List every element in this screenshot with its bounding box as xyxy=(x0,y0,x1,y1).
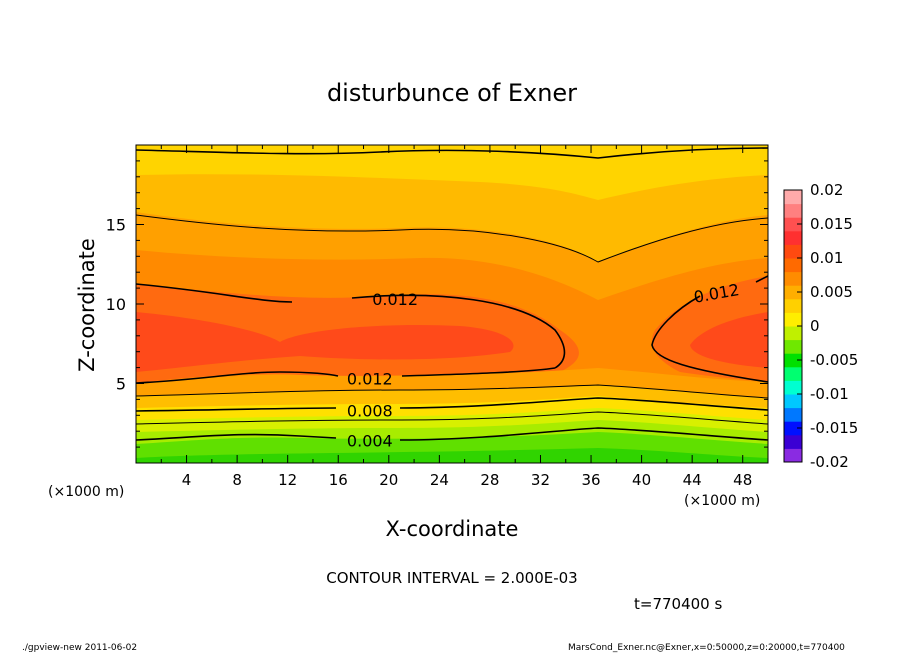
colorbar-segment xyxy=(784,230,802,245)
contour-line-0008 xyxy=(136,397,768,412)
colorbar-tick-label: -0.02 xyxy=(810,453,849,471)
colorbar-segment xyxy=(784,394,802,409)
x-axis: 4 8 12 16 20 24 28 32 36 40 44 48 xyxy=(160,145,752,489)
contour-interval-text: CONTOUR INTERVAL = 2.000E-03 xyxy=(326,569,577,587)
x-tick-label: 12 xyxy=(278,471,297,489)
colorbar-tick-label: -0.005 xyxy=(810,351,858,369)
colorbar-segment xyxy=(784,339,802,354)
contour-line-0012-upper xyxy=(136,283,566,369)
colorbar-segment xyxy=(784,366,802,381)
y-tick-label: 10 xyxy=(106,295,126,314)
colorbar-segment xyxy=(784,271,802,286)
colorbar-segment xyxy=(784,353,802,368)
x-unit-label-right: (×1000 m) xyxy=(684,493,760,509)
contour-label: 0.008 xyxy=(347,402,393,421)
contour-lines xyxy=(136,147,768,441)
x-tick-label: 40 xyxy=(632,471,651,489)
x-tick-label: 48 xyxy=(733,471,752,489)
footer-left: ./gpview-new 2011-06-02 xyxy=(22,643,138,653)
colorbar-segment xyxy=(784,421,802,436)
colorbar-tick-label: 0.005 xyxy=(810,283,853,301)
colorbar-segment xyxy=(784,407,802,422)
colorbar-segment xyxy=(784,285,802,300)
x-tick-label: 16 xyxy=(329,471,348,489)
contour-label: 0.012 xyxy=(372,290,418,309)
x-tick-label: 28 xyxy=(480,471,499,489)
colorbar-segment xyxy=(784,434,802,449)
colorbar-tick-label: 0 xyxy=(810,317,820,335)
band-red-core-left xyxy=(136,312,514,372)
x-tick-label: 32 xyxy=(531,471,550,489)
x-tick-label: 20 xyxy=(379,471,398,489)
contour-line-lower-1 xyxy=(136,384,768,399)
contour-label: 0.012 xyxy=(347,370,393,389)
colorbar-segment xyxy=(784,380,802,395)
x-tick-label: 36 xyxy=(581,471,600,489)
colorbar-segment xyxy=(784,312,802,327)
colorbar-segment xyxy=(784,203,802,218)
contour-fill xyxy=(136,145,768,463)
x-unit-label-left: (×1000 m) xyxy=(48,484,124,500)
x-tick-label: 44 xyxy=(683,471,702,489)
time-text: t=770400 s xyxy=(634,595,722,613)
contour-line-0004 xyxy=(136,427,768,441)
colorbar-segment xyxy=(784,448,802,463)
colorbar-segment xyxy=(784,217,802,232)
y-axis: 5 10 15 xyxy=(106,160,768,448)
band-red-core-right xyxy=(690,312,768,368)
colorbar-segment xyxy=(784,190,802,205)
colorbar: 0.02 0.015 0.01 0.005 0 -0.005 -0.01 -0.015 -0.0… xyxy=(783,181,858,471)
contour-label: 0.004 xyxy=(347,432,393,451)
contour-line-top xyxy=(136,147,768,159)
x-axis-label: X-coordinate xyxy=(386,517,519,541)
colorbar-segment xyxy=(784,258,802,273)
contour-line-lower-2 xyxy=(136,411,768,425)
colorbar-tick-label: -0.015 xyxy=(810,419,858,437)
colorbar-segment xyxy=(784,326,802,341)
colorbar-tick-label: 0.01 xyxy=(810,249,843,267)
y-tick-label: 15 xyxy=(106,216,126,235)
contour-line-0012-lower xyxy=(136,367,556,384)
y-tick-label: 5 xyxy=(116,375,126,394)
contour-line-upper xyxy=(136,214,768,263)
footer-right: MarsCond_Exner.nc@Exner,x=0:50000,z=0:20… xyxy=(568,643,845,653)
colorbar-tick-label: 0.02 xyxy=(810,181,843,199)
colorbar-tick-label: 0.015 xyxy=(810,215,853,233)
y-axis-label: Z-coordinate xyxy=(75,238,99,372)
x-tick-label: 8 xyxy=(232,471,242,489)
colorbar-segment xyxy=(784,244,802,259)
x-tick-label: 4 xyxy=(182,471,192,489)
colorbar-segment xyxy=(784,298,802,313)
chart-title: disturbunce of Exner xyxy=(327,79,577,107)
colorbar-tick-label: -0.01 xyxy=(810,385,849,403)
x-tick-label: 24 xyxy=(430,471,449,489)
band-deep-green xyxy=(136,448,768,463)
contour-line-0012-right xyxy=(651,275,768,383)
